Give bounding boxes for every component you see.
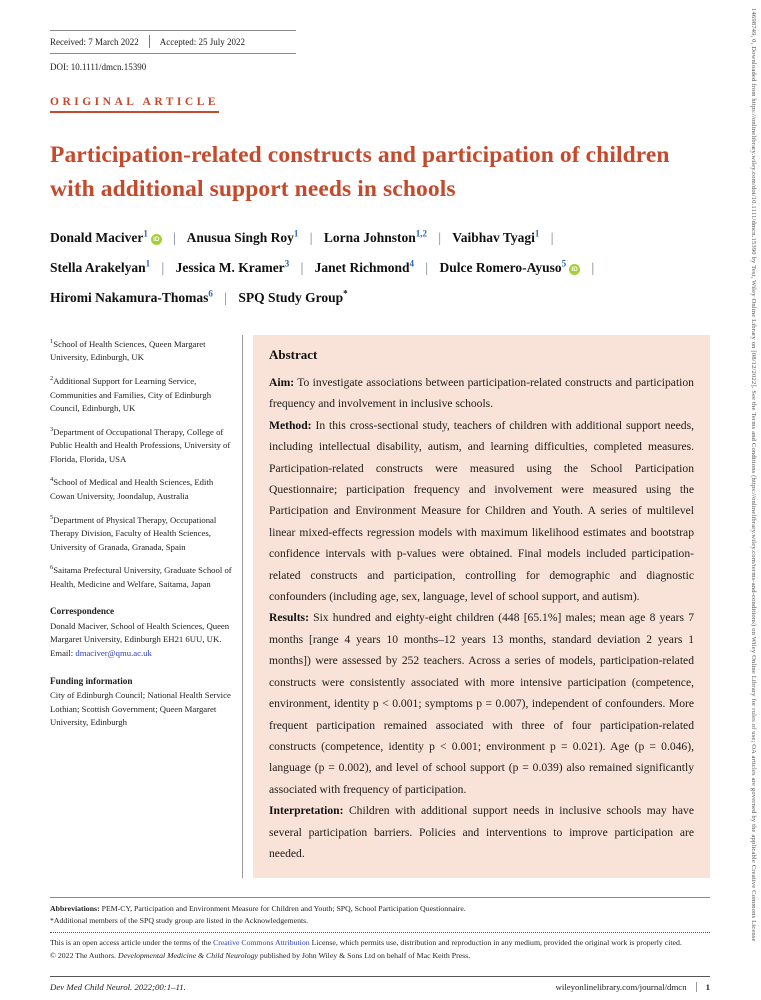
correspondence-text: Donald Maciver, School of Health Science…	[50, 620, 230, 659]
author: Vaibhav Tyagi1	[452, 228, 540, 245]
author-separator: |	[300, 260, 304, 275]
page-number: 1	[695, 982, 710, 993]
author-separator: |	[550, 230, 554, 245]
footnotes-block: Abbreviations: PEM-CY, Participation and…	[50, 897, 710, 962]
author: Lorna Johnston1,2	[323, 228, 428, 245]
author-separator: |	[425, 260, 429, 275]
accepted-date: Accepted: 25 July 2022	[159, 36, 245, 47]
page-footer: Dev Med Child Neurol. 2022;00:1–11. wile…	[50, 976, 710, 993]
journal-citation: Dev Med Child Neurol. 2022;00:1–11.	[50, 982, 186, 993]
article-page: Received: 7 March 2022 Accepted: 25 July…	[50, 30, 710, 993]
journal-url-link[interactable]: wileyonlinelibrary.com/journal/dmcn	[555, 982, 687, 993]
open-access-line: This is an open access article under the…	[50, 938, 682, 948]
meta-divider	[148, 35, 150, 48]
author: Hiromi Nakamura-Thomas6	[50, 288, 213, 305]
received-date: Received: 7 March 2022	[50, 36, 139, 47]
author-line: Hiromi Nakamura-Thomas6 | SPQ Study Grou…	[50, 283, 710, 313]
column-divider	[242, 335, 243, 879]
author-separator: |	[309, 230, 313, 245]
funding-heading: Funding information	[50, 675, 133, 686]
author-separator: |	[438, 230, 442, 245]
author: Stella Arakelyan1	[50, 258, 151, 275]
author: Janet Richmond4	[314, 258, 415, 275]
affiliation: 2Additional Support for Learning Service…	[50, 375, 212, 414]
author: Jessica M. Kramer3	[175, 258, 290, 275]
orcid-icon[interactable]: iD	[569, 264, 581, 275]
affiliation: 5Department of Physical Therapy, Occupat…	[50, 513, 217, 552]
left-column: 1School of Health Sciences, Queen Margar…	[50, 335, 232, 878]
dotted-divider	[50, 932, 710, 934]
author-line: Donald Maciver1iD | Anusua Singh Roy1 | …	[50, 223, 710, 253]
affiliation: 3Department of Occupational Therapy, Col…	[50, 425, 231, 464]
email-link[interactable]: dmaciver@qmu.ac.uk	[75, 648, 152, 659]
author-separator: |	[224, 290, 227, 305]
doi-line: DOI: 10.1111/dmcn.15390	[50, 62, 147, 72]
abstract-heading: Abstract	[269, 347, 318, 362]
affiliation: 6Saitama Prefectural University, Graduat…	[50, 564, 232, 589]
received-accepted-bar: Received: 7 March 2022 Accepted: 25 July…	[50, 30, 296, 54]
article-type-label: ORIGINAL ARTICLE	[50, 96, 220, 113]
abstract-box: Abstract Aim: To investigate association…	[253, 335, 710, 879]
abstract-results: Results: Six hundred and eighty-eight ch…	[269, 611, 694, 796]
author-separator: |	[161, 260, 165, 275]
abbreviations-line: Abbreviations: PEM-CY, Participation and…	[50, 904, 466, 914]
abstract-interpretation: Interpretation: Children with additional…	[269, 804, 694, 860]
author-group: SPQ Study Group*	[238, 288, 348, 305]
abstract-aim: Aim: To investigate associations between…	[269, 376, 694, 411]
author-separator: |	[173, 230, 176, 245]
email-label: Email:	[50, 648, 76, 659]
author-line: Stella Arakelyan1 | Jessica M. Kramer3 |…	[50, 253, 710, 283]
affiliation: 1School of Health Sciences, Queen Margar…	[50, 338, 206, 363]
author: Anusua Singh Roy1	[186, 228, 299, 245]
download-provenance-sidebar: 14698749, 0, Downloaded from https://onl…	[750, 8, 757, 942]
abstract-method: Method: In this cross-sectional study, t…	[269, 418, 694, 604]
correspondence-heading: Correspondence	[50, 606, 115, 617]
author-list: Donald Maciver1iD | Anusua Singh Roy1 | …	[50, 223, 710, 313]
article-title: Participation-related constructs and par…	[50, 142, 670, 202]
funding-text: City of Edinburgh Council; National Heal…	[50, 690, 231, 728]
author: Donald Maciver1	[50, 228, 148, 245]
author: Dulce Romero-Ayuso5	[439, 258, 567, 275]
author-separator: |	[591, 260, 595, 275]
affiliation: 4School of Medical and Health Sciences, …	[50, 476, 214, 501]
orcid-icon[interactable]: iD	[150, 234, 162, 245]
cc-license-link[interactable]: Creative Commons Attribution	[213, 938, 310, 948]
copyright-line: © 2022 The Authors. Developmental Medici…	[50, 951, 471, 961]
study-group-note: *Additional members of the SPQ study gro…	[50, 916, 309, 926]
